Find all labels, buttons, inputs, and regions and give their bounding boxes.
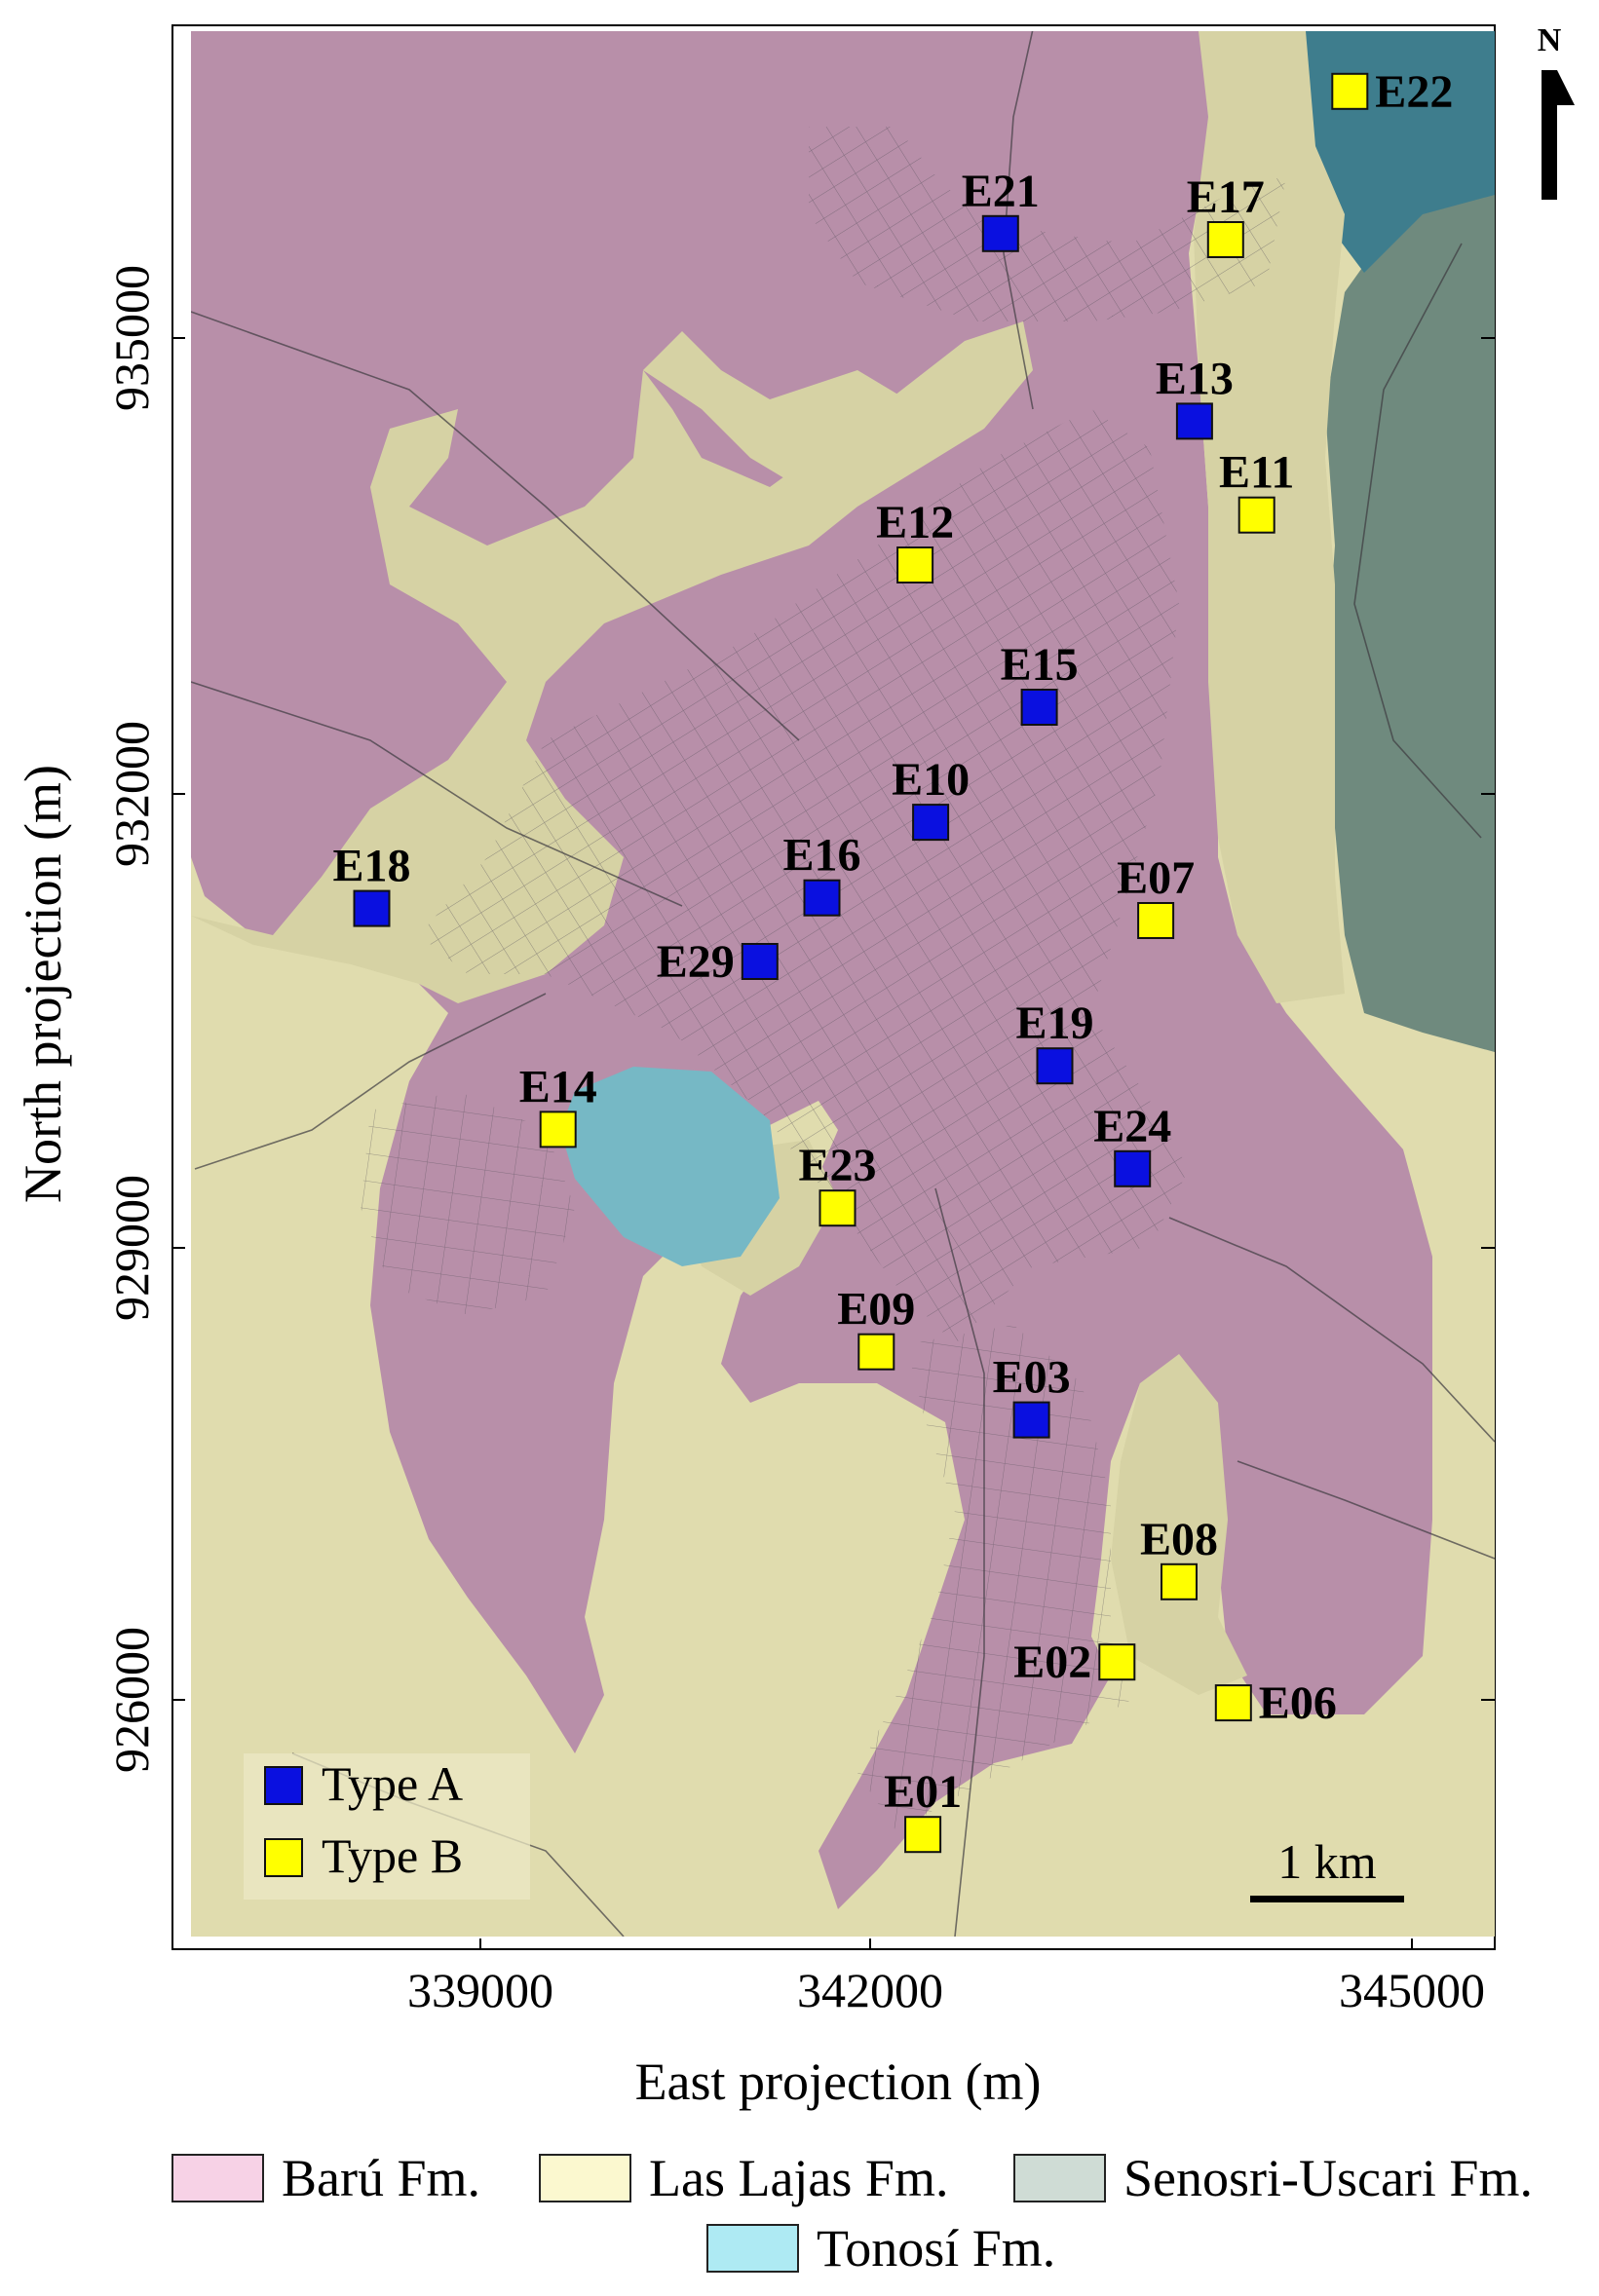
station-marker-e16 (803, 879, 841, 917)
station-label-e24: E24 (1093, 1101, 1171, 1152)
y-tick-label-926000: 926000 (104, 1627, 159, 1773)
station-marker-e23 (819, 1189, 857, 1227)
station-label-e19: E19 (1015, 997, 1093, 1049)
station-marker-e03 (1012, 1401, 1050, 1439)
station-marker-e22 (1331, 72, 1369, 110)
y-tick-label-935000: 935000 (104, 265, 159, 411)
station-label-e29: E29 (657, 936, 735, 988)
station-label-e06: E06 (1259, 1677, 1337, 1729)
station-label-e11: E11 (1219, 447, 1294, 499)
legend-swatch-baru (171, 2154, 264, 2202)
legend-swatch-las-lajas (539, 2154, 631, 2202)
street-network-west (361, 1091, 575, 1315)
station-label-e09: E09 (837, 1284, 915, 1336)
station-marker-e15 (1020, 689, 1058, 726)
tonosi-formation-central (560, 1067, 780, 1266)
y-tick-label-929000: 929000 (104, 1175, 159, 1321)
x-tick-label-342000: 342000 (797, 1963, 943, 2017)
x-tick-label-339000: 339000 (407, 1963, 553, 2017)
station-marker-e18 (353, 889, 391, 927)
station-marker-e12 (896, 546, 934, 583)
station-marker-e24 (1114, 1149, 1152, 1187)
legend-label-las-lajas: Las Lajas Fm. (649, 2149, 949, 2207)
station-label-e13: E13 (1156, 353, 1234, 404)
legend-label-type-b: Type B (322, 1828, 463, 1883)
station-marker-e07 (1137, 902, 1175, 939)
legend-label-type-a: Type A (322, 1756, 463, 1811)
legend-item-senosri-uscari: Senosri-Uscari Fm. (1013, 2148, 1533, 2208)
station-marker-e10 (912, 804, 950, 842)
x-tick-label-345000: 345000 (1339, 1963, 1485, 2017)
station-label-e21: E21 (962, 166, 1040, 217)
station-label-e17: E17 (1187, 171, 1265, 223)
station-label-e03: E03 (993, 1352, 1071, 1404)
station-marker-e13 (1175, 402, 1213, 440)
las-lajas-inlet-north (643, 331, 906, 487)
station-marker-e17 (1206, 221, 1244, 258)
station-marker-e06 (1214, 1684, 1252, 1722)
north-arrow-icon (1542, 70, 1575, 200)
legend-swatch-type-b (264, 1838, 303, 1877)
station-label-e16: E16 (782, 830, 860, 882)
station-label-e14: E14 (519, 1061, 597, 1112)
legend-item-tonosi: Tonosí Fm. (706, 2218, 1055, 2278)
roads (191, 31, 1495, 1937)
legend-label-tonosi: Tonosí Fm. (817, 2219, 1056, 2277)
geology-map (191, 31, 1495, 1937)
station-label-e15: E15 (1001, 639, 1079, 691)
street-network-north (809, 127, 1286, 321)
north-arrow-label: N (1538, 22, 1562, 58)
station-type-legend: Type A Type B (244, 1753, 530, 1900)
north-arrow: N (1538, 22, 1575, 200)
station-marker-e11 (1237, 496, 1275, 534)
station-label-e10: E10 (892, 754, 970, 806)
station-label-e18: E18 (332, 841, 410, 892)
legend-item-las-lajas: Las Lajas Fm. (539, 2148, 948, 2208)
station-label-e07: E07 (1117, 852, 1195, 904)
legend-swatch-type-a (264, 1766, 303, 1805)
station-label-e22: E22 (1375, 66, 1453, 118)
senosri-uscari-formation (1325, 175, 1495, 1052)
station-marker-e02 (1098, 1643, 1136, 1681)
station-marker-e01 (904, 1816, 942, 1854)
station-marker-e29 (741, 943, 779, 980)
las-lajas-south-lobe (1111, 1354, 1247, 1695)
station-label-e23: E23 (798, 1140, 876, 1191)
y-tick-label-932000: 932000 (104, 721, 159, 867)
station-label-e12: E12 (876, 497, 954, 548)
station-marker-e14 (539, 1110, 577, 1148)
station-label-e02: E02 (1013, 1637, 1091, 1688)
legend-label-senosri-uscari: Senosri-Uscari Fm. (1123, 2149, 1533, 2207)
scale-bar-label: 1 km (1277, 1834, 1377, 1889)
station-marker-e19 (1036, 1047, 1074, 1085)
street-network-south (857, 1325, 1140, 1831)
legend-swatch-tonosi (706, 2224, 799, 2273)
legend-label-baru: Barú Fm. (282, 2149, 481, 2207)
station-label-e01: E01 (884, 1766, 962, 1818)
x-axis-title: East projection (m) (635, 2052, 1042, 2111)
station-marker-e21 (981, 214, 1019, 252)
x-axis-ticks (479, 1938, 1413, 1950)
legend-item-baru: Barú Fm. (171, 2148, 480, 2208)
station-marker-e09 (857, 1333, 895, 1371)
y-axis-title: North projection (m) (14, 765, 72, 1203)
y-axis-ticks (172, 337, 1495, 1701)
street-network-center (419, 409, 1189, 1344)
las-lajas-inlet-west (191, 321, 1033, 1003)
scale-bar: 1 km (1250, 1834, 1404, 1902)
legend-swatch-senosri-uscari (1013, 2154, 1106, 2202)
station-marker-e08 (1161, 1562, 1198, 1600)
stations-layer: E22 E21 E17 E13 E11 E12 E15 E10 E16 E18 E07 E29 E19 E… (332, 66, 1453, 1854)
station-label-e08: E08 (1140, 1514, 1218, 1565)
